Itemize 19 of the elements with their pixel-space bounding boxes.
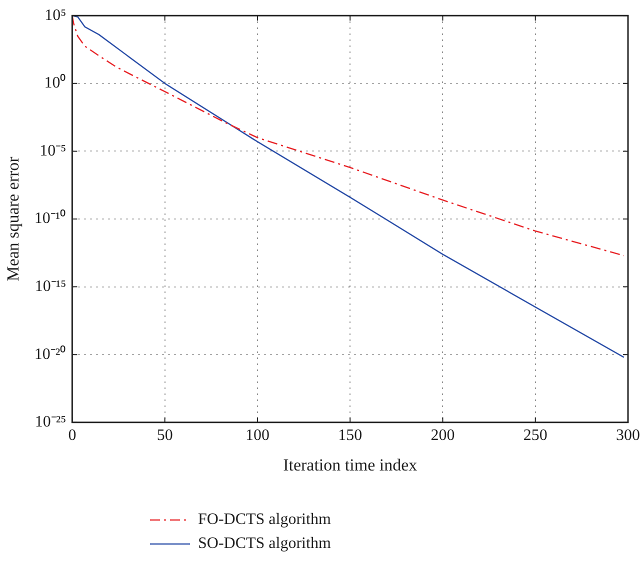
- y-tick-label: 10⁻²⁵: [34, 414, 66, 431]
- y-tick-label: 10⁻¹⁰: [34, 209, 66, 228]
- y-tick-label: 10⁻⁵: [40, 142, 66, 160]
- legend-label: FO-DCTS algorithm: [198, 511, 331, 529]
- x-tick-label: 100: [245, 427, 270, 444]
- y-tick-label: 10⁻¹⁵: [34, 278, 66, 296]
- x-tick-label: 50: [156, 427, 173, 444]
- y-tick-label: 10⁻²⁰: [34, 344, 66, 363]
- y-tick-label: 10⁰: [44, 74, 66, 92]
- line-series: [72, 16, 625, 256]
- x-tick-label: 0: [68, 427, 76, 444]
- x-tick-label: 300: [616, 427, 640, 444]
- y-axis-title: Mean square error: [4, 156, 23, 282]
- x-tick-label: 150: [338, 427, 362, 444]
- x-axis-title: Iteration time index: [283, 455, 418, 474]
- x-tick-label: 250: [523, 427, 548, 444]
- x-tick-label: 200: [430, 427, 455, 444]
- legend-label: SO-DCTS algorithm: [198, 535, 331, 553]
- y-tick-label: 10⁵: [44, 6, 66, 24]
